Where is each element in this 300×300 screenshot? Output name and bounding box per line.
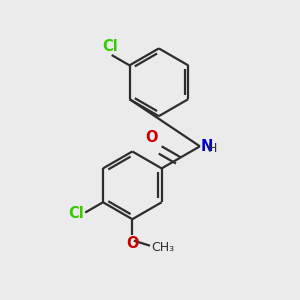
Text: H: H — [208, 142, 217, 155]
Text: O: O — [126, 236, 139, 251]
Text: N: N — [200, 139, 213, 154]
Text: Cl: Cl — [103, 39, 118, 54]
Text: O: O — [146, 130, 158, 145]
Text: Cl: Cl — [68, 206, 84, 221]
Text: CH₃: CH₃ — [152, 241, 175, 254]
